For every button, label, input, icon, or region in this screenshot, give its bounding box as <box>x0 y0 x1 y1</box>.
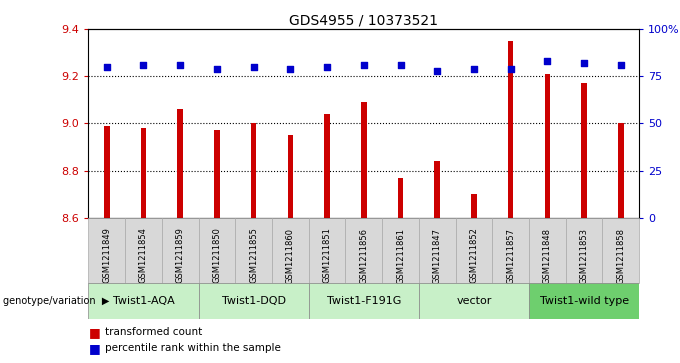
FancyBboxPatch shape <box>199 283 309 319</box>
Bar <box>581 83 587 218</box>
Bar <box>141 128 146 218</box>
Text: GSM1211849: GSM1211849 <box>102 228 112 284</box>
Text: GSM1211856: GSM1211856 <box>359 228 369 284</box>
Text: GSM1211859: GSM1211859 <box>175 228 185 284</box>
Point <box>469 66 479 72</box>
FancyBboxPatch shape <box>456 218 492 283</box>
Text: ■: ■ <box>88 342 100 355</box>
Text: ■: ■ <box>88 326 100 339</box>
Text: GSM1211853: GSM1211853 <box>579 228 589 284</box>
Text: Twist1-F191G: Twist1-F191G <box>326 296 401 306</box>
Bar <box>361 102 367 218</box>
Point <box>322 64 333 70</box>
Title: GDS4955 / 10373521: GDS4955 / 10373521 <box>289 14 439 28</box>
FancyBboxPatch shape <box>88 218 125 283</box>
Point <box>542 58 553 64</box>
Text: Twist1-DQD: Twist1-DQD <box>222 296 286 306</box>
Bar <box>471 194 477 218</box>
Bar <box>251 123 256 218</box>
Text: GSM1211850: GSM1211850 <box>212 228 222 284</box>
FancyBboxPatch shape <box>419 218 456 283</box>
Text: Twist1-AQA: Twist1-AQA <box>113 296 174 306</box>
Text: GSM1211860: GSM1211860 <box>286 228 295 284</box>
FancyBboxPatch shape <box>309 283 419 319</box>
Bar <box>545 74 550 218</box>
Text: GSM1211854: GSM1211854 <box>139 228 148 284</box>
FancyBboxPatch shape <box>235 218 272 283</box>
FancyBboxPatch shape <box>272 218 309 283</box>
Text: GSM1211858: GSM1211858 <box>616 228 626 284</box>
Point <box>175 62 186 68</box>
Bar <box>214 130 220 218</box>
Point <box>505 66 516 72</box>
FancyBboxPatch shape <box>529 283 639 319</box>
FancyBboxPatch shape <box>419 283 529 319</box>
Bar <box>288 135 293 218</box>
Point <box>211 66 222 72</box>
FancyBboxPatch shape <box>566 218 602 283</box>
Text: GSM1211852: GSM1211852 <box>469 228 479 284</box>
FancyBboxPatch shape <box>602 218 639 283</box>
FancyBboxPatch shape <box>88 283 199 319</box>
Bar <box>324 114 330 218</box>
FancyBboxPatch shape <box>492 218 529 283</box>
Bar <box>177 109 183 218</box>
Text: GSM1211847: GSM1211847 <box>432 228 442 284</box>
Text: percentile rank within the sample: percentile rank within the sample <box>105 343 282 354</box>
FancyBboxPatch shape <box>529 218 566 283</box>
Point <box>432 68 443 73</box>
Text: GSM1211861: GSM1211861 <box>396 228 405 284</box>
Bar <box>104 126 109 218</box>
Text: GSM1211848: GSM1211848 <box>543 228 552 284</box>
Point <box>285 66 296 72</box>
Point <box>615 62 626 68</box>
FancyBboxPatch shape <box>345 218 382 283</box>
FancyBboxPatch shape <box>309 218 345 283</box>
Text: transformed count: transformed count <box>105 327 203 337</box>
Point <box>138 62 149 68</box>
Point <box>248 64 259 70</box>
Text: genotype/variation  ▶: genotype/variation ▶ <box>3 296 109 306</box>
FancyBboxPatch shape <box>382 218 419 283</box>
Bar <box>508 41 513 218</box>
FancyBboxPatch shape <box>125 218 162 283</box>
Point <box>101 64 112 70</box>
Point <box>395 62 406 68</box>
FancyBboxPatch shape <box>162 218 199 283</box>
Text: GSM1211855: GSM1211855 <box>249 228 258 284</box>
Point <box>358 62 369 68</box>
Bar <box>398 178 403 218</box>
FancyBboxPatch shape <box>199 218 235 283</box>
Bar <box>435 161 440 218</box>
Text: Twist1-wild type: Twist1-wild type <box>539 296 629 306</box>
Text: GSM1211851: GSM1211851 <box>322 228 332 284</box>
Point <box>579 60 590 66</box>
Text: vector: vector <box>456 296 492 306</box>
Text: GSM1211857: GSM1211857 <box>506 228 515 284</box>
Bar <box>618 123 624 218</box>
